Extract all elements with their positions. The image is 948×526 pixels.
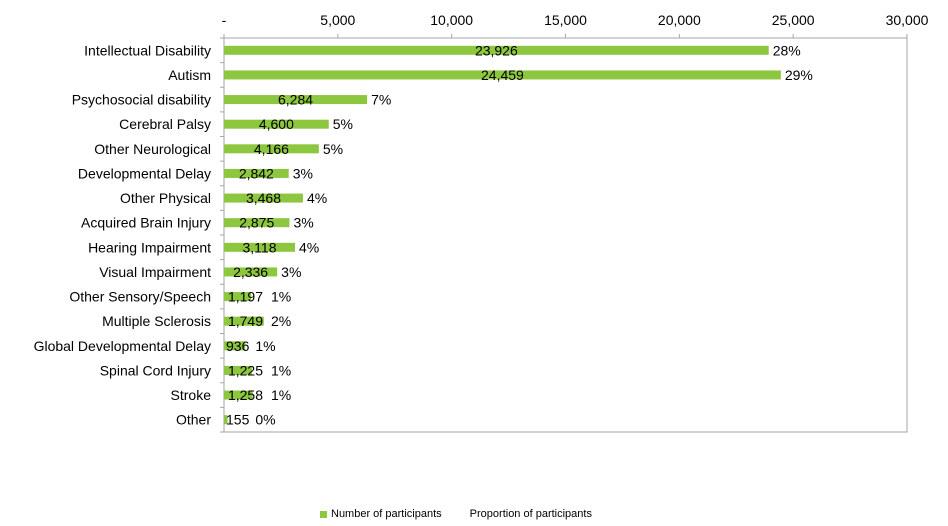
category-label: Developmental Delay	[78, 165, 211, 181]
category-label: Other Sensory/Speech	[69, 289, 211, 305]
value-label: 936	[226, 338, 250, 354]
value-label: 3,118	[242, 239, 276, 255]
percent-label: 29%	[785, 67, 813, 83]
bar	[224, 415, 228, 425]
x-tick-label: -	[222, 12, 227, 28]
value-label: 23,926	[475, 42, 518, 58]
x-tick-label: 20,000	[658, 12, 701, 28]
category-label: Cerebral Palsy	[119, 116, 211, 132]
bar	[224, 45, 769, 55]
value-label: 6,284	[278, 92, 313, 108]
bar	[224, 119, 329, 129]
percent-label: 3%	[281, 264, 301, 280]
legend-item-count: Number of participants	[320, 508, 442, 520]
category-label: Acquired Brain Injury	[81, 215, 211, 231]
bar	[224, 316, 264, 326]
value-label: 3,468	[246, 190, 281, 206]
x-tick-label: 10,000	[430, 12, 473, 28]
x-tick-label: 25,000	[772, 12, 815, 28]
value-label: 2,875	[239, 215, 274, 231]
bar	[224, 267, 278, 277]
x-tick-label: 30,000	[886, 12, 929, 28]
legend: Number of participants Proportion of par…	[320, 508, 592, 520]
value-label: 2,842	[239, 165, 274, 181]
category-label: Psychosocial disability	[72, 92, 211, 108]
value-label: 1,197	[228, 289, 263, 305]
category-label: Spinal Cord Injury	[100, 362, 211, 378]
category-label: Hearing Impairment	[88, 239, 211, 255]
category-label: Global Developmental Delay	[34, 338, 211, 354]
bar	[224, 341, 246, 351]
bar	[224, 168, 289, 178]
category-label: Stroke	[171, 387, 212, 403]
value-label: 4,600	[259, 116, 294, 132]
category-label: Other	[176, 412, 211, 428]
percent-label: 1%	[271, 387, 291, 403]
bars	[224, 45, 781, 425]
percent-label: 0%	[255, 412, 275, 428]
percent-label: 1%	[255, 338, 275, 354]
bar	[224, 218, 290, 228]
bar	[224, 193, 303, 203]
x-tick-label: 15,000	[544, 12, 587, 28]
bar	[224, 70, 781, 80]
percent-labels: 28% 29% 7% 5% 5% 3% 4% 3% 4% 3% 1% 2% 1% 1% 1% 0%	[255, 42, 812, 427]
legend-label: Number of participants	[331, 508, 442, 520]
value-labels: 23,926 24,459 6,284 4,600 4,166 2,842 3,468 2,8…	[226, 42, 524, 427]
legend-swatch	[320, 510, 327, 518]
bar	[224, 390, 253, 400]
category-label: Other Neurological	[94, 141, 211, 157]
legend-label: Proportion of participants	[469, 508, 592, 520]
category-label: Multiple Sclerosis	[102, 313, 211, 329]
bar	[224, 365, 252, 375]
percent-label: 7%	[371, 92, 391, 108]
x-axis: - 5,000 10,000 15,000 20,000 25,000 30,000	[222, 12, 929, 38]
percent-label: 1%	[271, 362, 291, 378]
percent-label: 4%	[299, 239, 319, 255]
bar	[224, 95, 368, 105]
percent-label: 4%	[307, 190, 327, 206]
value-label: 1,258	[228, 387, 263, 403]
value-label: 2,336	[233, 264, 268, 280]
category-label: Visual Impairment	[99, 264, 211, 280]
bar	[224, 292, 252, 302]
percent-label: 5%	[333, 116, 353, 132]
percent-label: 3%	[293, 215, 313, 231]
category-label: Intellectual Disability	[84, 42, 211, 58]
value-label: 24,459	[481, 67, 524, 83]
bar	[224, 144, 319, 154]
percent-label: 2%	[271, 313, 291, 329]
x-tick-label: 5,000	[320, 12, 355, 28]
value-label: 1,225	[228, 362, 263, 378]
value-label: 1,749	[228, 313, 263, 329]
legend-item-proportion: Proportion of participants	[470, 508, 592, 520]
percent-label: 5%	[323, 141, 343, 157]
value-label: 155	[226, 412, 250, 428]
percent-label: 3%	[293, 165, 313, 181]
bar	[224, 242, 295, 252]
y-axis: Intellectual Disability Autism Psychosocia…	[34, 37, 224, 433]
category-label: Other Physical	[120, 190, 211, 206]
category-label: Autism	[168, 67, 211, 83]
percent-label: 28%	[773, 42, 801, 58]
value-label: 4,166	[254, 141, 289, 157]
percent-label: 1%	[271, 289, 291, 305]
